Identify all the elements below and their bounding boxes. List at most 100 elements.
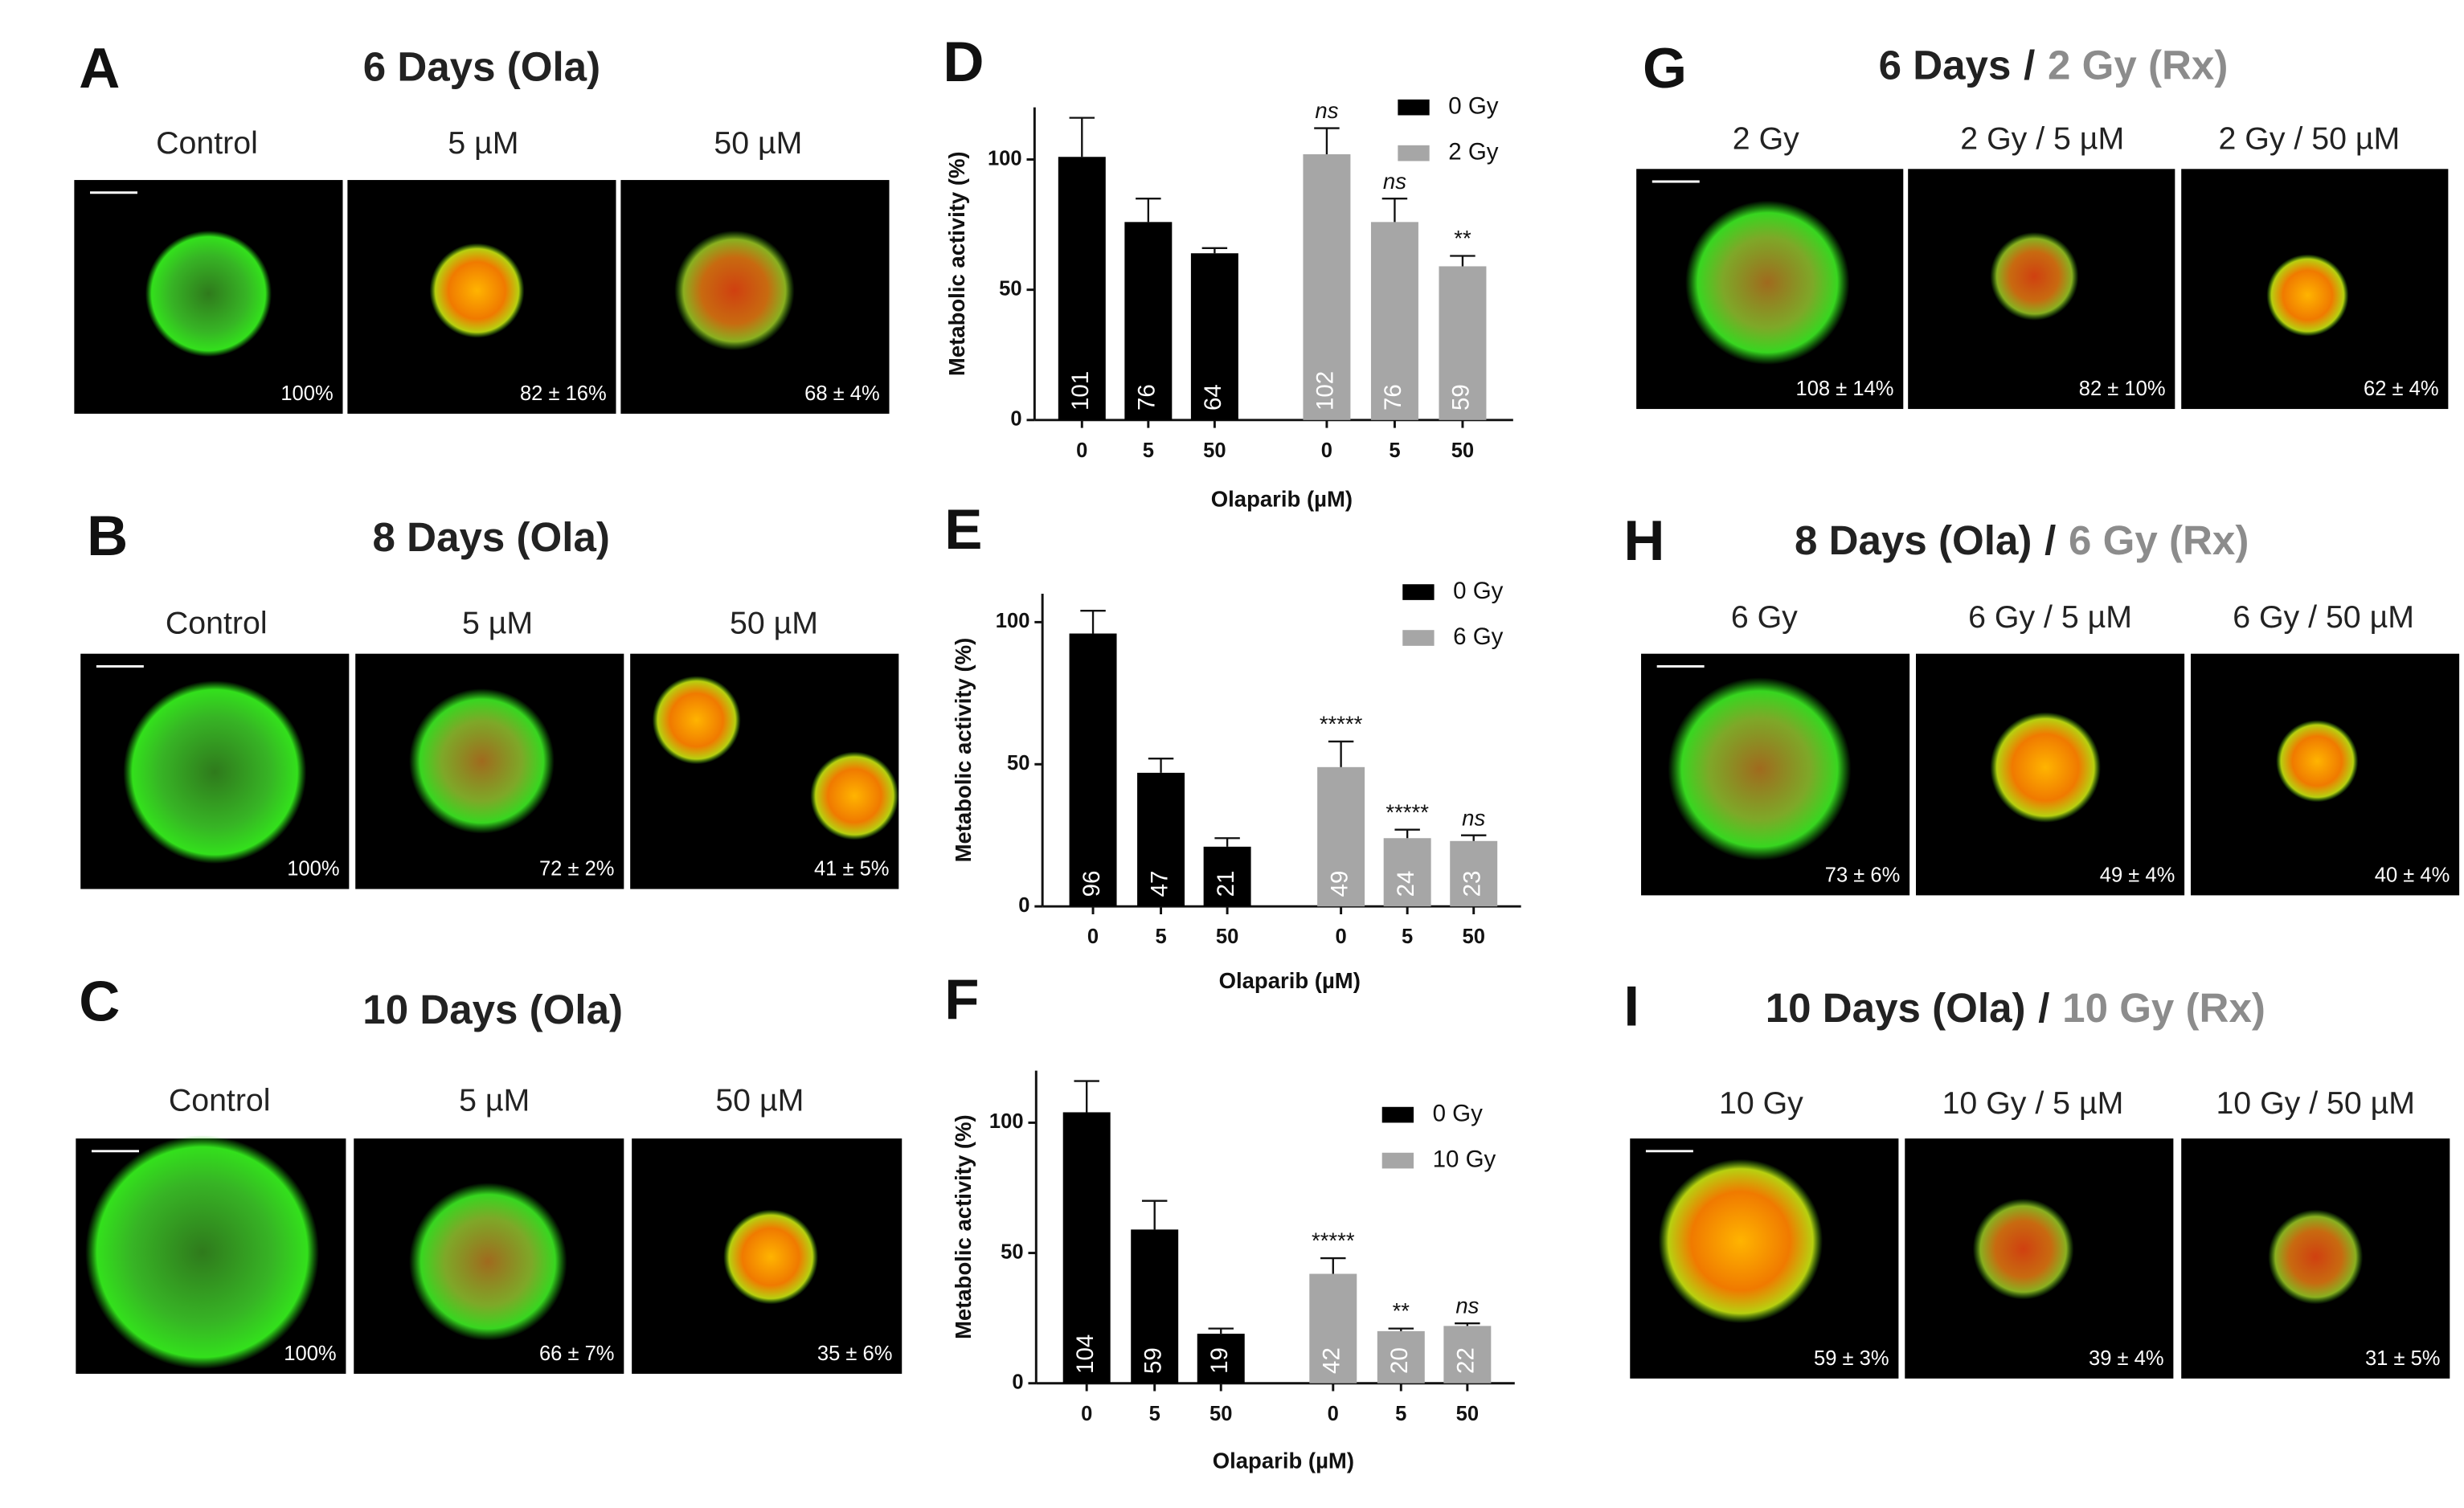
title-separator: / [2024,42,2035,88]
spheroid [2276,720,2359,803]
x-tick-label: 5 [1149,1403,1160,1425]
percent-label: 35 ± 6% [817,1342,893,1365]
spheroid [2268,1209,2364,1305]
column-label: 2 Gy / 5 µM [1960,121,2124,156]
panel-letter: A [79,36,120,100]
percent-label: 59 ± 3% [1814,1347,1889,1370]
value-label: 104 [1072,1334,1099,1374]
percent-label: 100% [280,382,333,405]
bar [1190,253,1238,420]
value-label: 20 [1386,1347,1413,1374]
y-tick-label: 100 [989,1110,1024,1133]
column-label: 10 Gy [1719,1085,1803,1121]
bar [1062,1112,1111,1383]
y-tick-label: 50 [999,277,1021,300]
value-label: 22 [1453,1347,1480,1374]
x-tick-label: 50 [1203,439,1226,462]
significance: ns [1455,1293,1479,1318]
legend-label: 10 Gy [1433,1146,1496,1172]
significance: ** [1454,226,1471,251]
value-label: 42 [1319,1347,1345,1374]
panel-title: 10 Days (Ola) [362,986,623,1032]
bar [1317,766,1365,907]
legend-label: 2 Gy [1448,138,1498,165]
legend-swatch [1402,584,1435,600]
x-tick-label: 0 [1328,1403,1339,1425]
x-tick-label: 50 [1216,926,1238,948]
spheroid [652,676,741,765]
spheroid [429,243,525,338]
title-text: 8 Days (Ola) [373,514,610,560]
panel-letter: B [87,504,128,567]
title-text: 10 Days (Ola) [362,986,623,1032]
value-label: 76 [1134,384,1160,411]
x-tick-label: 5 [1395,1403,1406,1425]
column-label: 5 µM [448,125,518,161]
legend-swatch [1381,1106,1414,1123]
x-tick-label: 0 [1076,439,1087,462]
x-tick-label: 5 [1143,439,1154,462]
column-label: 2 Gy / 50 µM [2219,121,2401,156]
bar [1439,266,1487,420]
panel-letter: G [1643,36,1687,100]
value-label: 23 [1459,871,1485,897]
bar [1443,1326,1492,1383]
legend-label: 0 Gy [1453,578,1503,604]
bar [1303,154,1351,420]
title-rx: 2 Gy (Rx) [2048,42,2228,88]
title-text: 6 Days [1879,42,2012,88]
column-label: 6 Gy [1731,599,1798,635]
column-label: 10 Gy / 5 µM [1942,1085,2124,1121]
y-tick-label: 0 [1012,1371,1023,1393]
legend-label: 0 Gy [1433,1100,1483,1126]
legend-label: 0 Gy [1448,92,1498,119]
spheroid [409,688,555,834]
x-tick-label: 5 [1402,926,1413,948]
column-label: Control [166,606,268,641]
value-label: 59 [1448,384,1475,411]
bar [1377,1330,1425,1383]
bar [1370,222,1418,420]
panel-title: 10 Days (Ola) / 10 Gy (Rx) [1766,984,2265,1030]
x-axis-label: Olaparib (µM) [1213,1448,1354,1473]
legend-swatch [1398,145,1430,161]
percent-label: 39 ± 4% [2089,1347,2164,1370]
column-label: Control [169,1082,271,1118]
percent-label: 73 ± 6% [1825,864,1901,887]
spheroid [1972,1198,2074,1300]
value-label: 19 [1206,1347,1233,1374]
column-label: 10 Gy / 50 µM [2216,1085,2415,1121]
percent-label: 49 ± 4% [2100,864,2175,887]
panel-title: 8 Days (Ola) / 6 Gy (Rx) [1795,517,2249,563]
bar [1058,157,1106,420]
panel-title: 6 Days / 2 Gy (Rx) [1879,42,2229,88]
significance: ***** [1320,712,1363,737]
percent-label: 82 ± 10% [2079,378,2166,400]
legend-swatch [1381,1152,1414,1169]
bar [1309,1273,1357,1383]
bar [1383,838,1431,907]
panel-letter: H [1623,509,1664,572]
column-label: 2 Gy [1733,121,1799,156]
percent-label: 68 ± 4% [804,382,880,405]
panel-title: 8 Days (Ola) [373,514,610,560]
y-tick-label: 0 [1018,894,1029,917]
spheroid [1990,231,2079,321]
significance: ns [1315,98,1338,123]
column-label: 6 Gy / 5 µM [1968,599,2132,635]
spheroid [674,230,795,351]
spheroid [810,751,899,840]
y-axis-label: Metabolic activity (%) [951,1114,976,1339]
value-label: 96 [1079,871,1105,897]
significance: ns [1383,169,1406,194]
percent-label: 66 ± 7% [539,1342,615,1365]
percent-label: 40 ± 4% [2375,864,2450,887]
spheroid [1685,200,1850,366]
percent-label: 100% [287,858,339,881]
bar [1137,772,1185,907]
y-tick-label: 50 [1007,752,1029,774]
legend-swatch [1402,630,1435,646]
column-label: Control [156,125,258,161]
